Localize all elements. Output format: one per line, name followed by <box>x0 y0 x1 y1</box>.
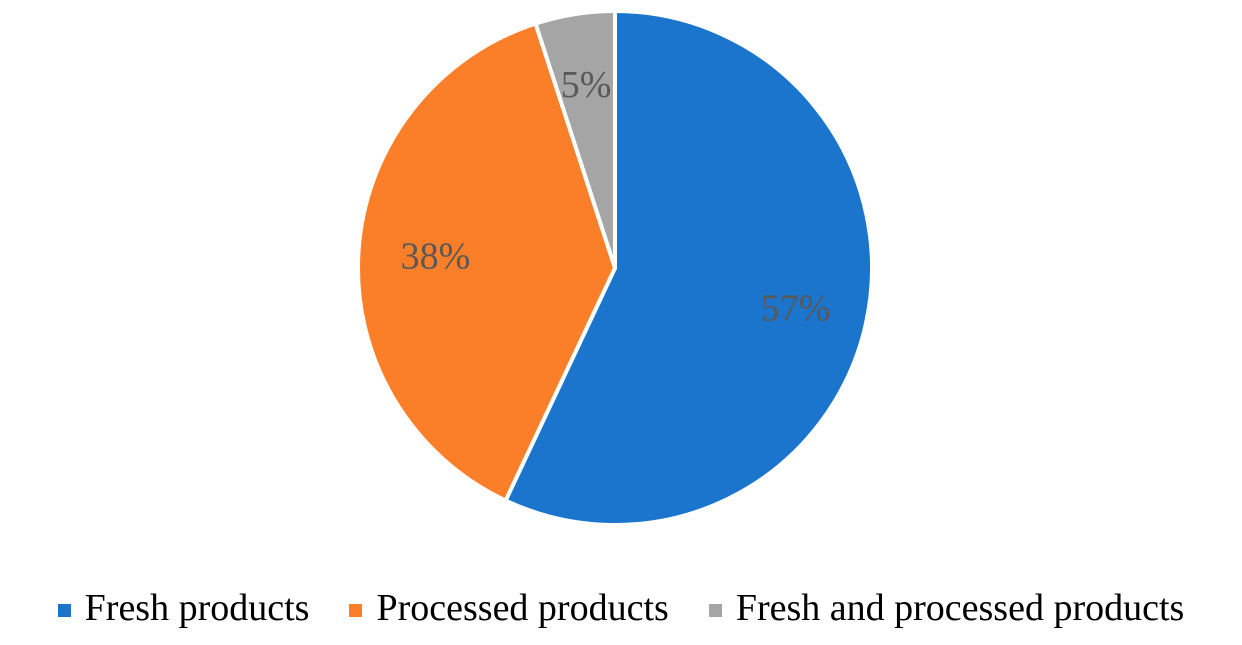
data-label-fresh-products: 57% <box>761 287 831 329</box>
legend-label: Fresh and processed products <box>735 587 1185 629</box>
data-label-fresh-and-processed-products: 5% <box>561 64 612 106</box>
legend-item-fresh-and-processed-products: Fresh and processed products <box>708 587 1185 629</box>
legend-swatch-fresh-products <box>57 603 71 617</box>
legend-label: Fresh products <box>84 587 310 629</box>
data-label-processed-products: 38% <box>401 236 471 278</box>
legend-item-fresh-products: Fresh products <box>57 587 310 629</box>
pie-chart: 57% 38% 5% <box>356 9 874 527</box>
legend-swatch-fresh-and-processed-products <box>708 603 722 617</box>
legend-label: Processed products <box>376 587 669 629</box>
pie-slices <box>356 9 874 527</box>
chart-legend: Fresh products Processed products Fresh … <box>0 578 1242 638</box>
legend-item-processed-products: Processed products <box>349 587 669 629</box>
pie-slice-processed-products <box>356 21 617 503</box>
pie-slice-fresh-and-processed-products <box>533 9 617 270</box>
pie-data-labels: 57% 38% 5% <box>401 64 831 329</box>
pie-slice-fresh-products <box>503 9 874 527</box>
legend-swatch-processed-products <box>349 603 363 617</box>
